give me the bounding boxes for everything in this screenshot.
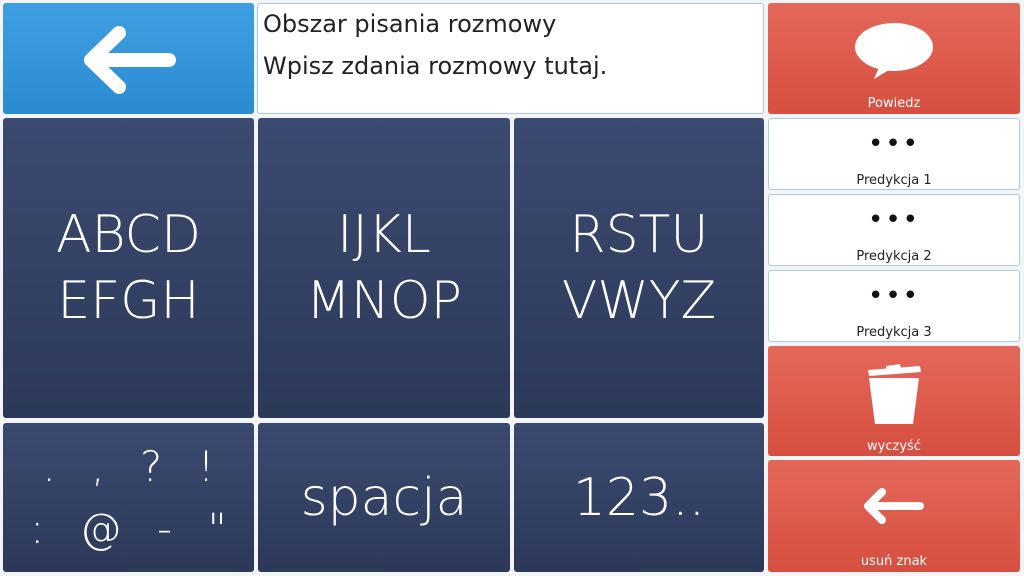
trash-icon [868, 364, 921, 424]
letter-key[interactable]: IJKL MNOP [258, 118, 510, 418]
button-label: wyczyść [867, 439, 921, 454]
key-line: MNOP [305, 271, 463, 331]
speak-button[interactable]: Powiedz [768, 3, 1020, 114]
letter-key[interactable]: RSTU VWYZ [514, 118, 764, 418]
key-line: spacja [300, 467, 468, 528]
delete-icon [864, 488, 924, 524]
key-line: : @ - " [30, 503, 227, 553]
key-line: EFGH [57, 271, 200, 331]
text-line: Wpisz zdania rozmowy tutaj. [263, 52, 608, 80]
button-label: Predykcja 3 [856, 325, 932, 340]
delete-button[interactable]: usuń znak [768, 460, 1020, 572]
prediction-symbol: ••• [867, 129, 920, 159]
text-area[interactable]: Obszar pisania rozmowy Wpisz zdania rozm… [257, 3, 764, 114]
back-button[interactable] [3, 3, 254, 114]
key-line: VWYZ [561, 271, 717, 331]
key-line: ABCD [55, 205, 202, 265]
prediction-symbol: ••• [867, 281, 920, 311]
speech-icon [855, 23, 933, 79]
key-line: RSTU [569, 205, 709, 265]
key-line: IJKL [337, 205, 431, 265]
button-label: Powiedz [867, 96, 921, 111]
text-line: Obszar pisania rozmowy [263, 10, 557, 38]
prediction-symbol: ••• [867, 205, 920, 235]
key-line: 123.. [572, 467, 706, 528]
button-label: Predykcja 2 [856, 249, 932, 264]
button-label: usuń znak [860, 554, 928, 569]
numbers-key[interactable]: 123.. [514, 423, 764, 572]
letter-key[interactable]: ABCD EFGH [3, 118, 254, 418]
prediction-button[interactable]: ••• Predykcja 1 [768, 118, 1020, 190]
key-line: . , ? ! [42, 441, 215, 491]
prediction-button[interactable]: ••• Predykcja 3 [768, 270, 1020, 342]
prediction-button[interactable]: ••• Predykcja 2 [768, 194, 1020, 266]
back-icon [84, 26, 176, 94]
punctuation-key[interactable]: . , ? ! : @ - " [3, 423, 254, 572]
clear-button[interactable]: wyczyść [768, 346, 1020, 456]
space-key[interactable]: spacja [258, 423, 510, 572]
button-label: Predykcja 1 [856, 173, 932, 188]
